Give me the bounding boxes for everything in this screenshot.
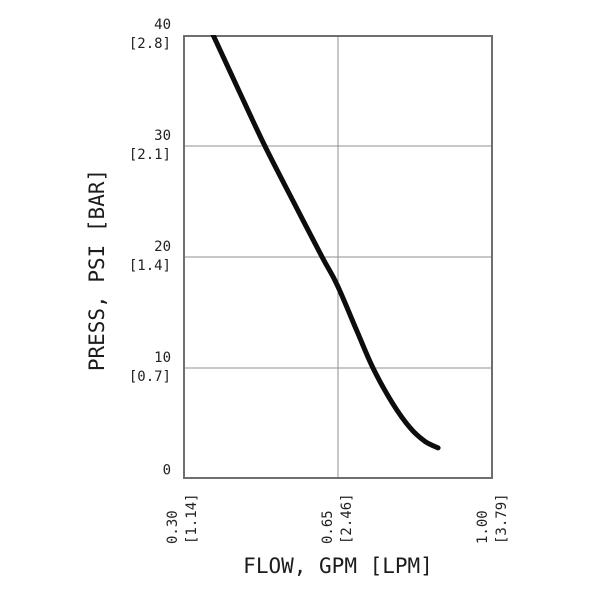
x-tick-label: 1.00 [3.79] — [475, 493, 510, 544]
plot-area — [183, 35, 493, 479]
plot-border — [183, 35, 493, 479]
y-tick-label: 10 [0.7] — [128, 350, 171, 385]
y-tick-label: 20 [1.4] — [128, 239, 171, 274]
x-tick-label: 0.30 [1.14] — [165, 493, 200, 544]
pressure-flow-curve — [210, 35, 441, 451]
y-axis-title: PRESS, PSI [BAR] — [85, 168, 109, 372]
y-tick-label: 0 — [162, 462, 171, 479]
x-axis-title: FLOW, GPM [LPM] — [243, 554, 433, 578]
plot-svg — [183, 35, 493, 479]
y-tick-label: 30 [2.1] — [128, 128, 171, 163]
gridlines — [183, 35, 493, 479]
y-tick-label: 40 [2.8] — [128, 17, 171, 52]
x-tick-label: 0.65 [2.46] — [320, 493, 355, 544]
